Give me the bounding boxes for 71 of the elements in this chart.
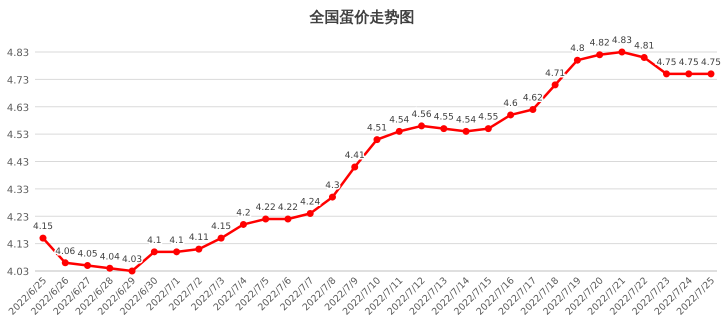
point [396,128,403,135]
data-label: 4.51 [366,124,388,134]
point [128,268,136,274]
point [685,70,692,78]
data-label: 4.04 [100,252,120,262]
data-label: 4.11 [188,233,209,244]
point [662,70,670,78]
point [306,210,314,218]
point [284,215,292,222]
data-label: 4.15 [211,222,232,232]
data-label: 4.05 [78,250,98,260]
point [351,163,358,170]
data-label: 4.22 [256,202,276,213]
y-tick-label: 4.53 [6,130,30,142]
data-label: 4.83 [612,36,632,46]
data-label: 4.55 [478,112,498,123]
data-label: 4.71 [545,68,566,79]
data-label: 4.62 [522,93,543,104]
data-label: 4.6 [503,98,518,109]
y-tick-label: 4.33 [6,184,30,196]
data-label: 4.22 [278,202,298,213]
data-label: 4.1 [169,236,184,246]
y-tick-label: 4.63 [6,102,30,114]
data-label: 4.3 [325,181,340,192]
point [418,122,426,130]
y-tick-label: 4.13 [6,240,30,251]
point [640,54,648,61]
data-label: 4.55 [434,112,454,123]
point [462,128,470,135]
data-label: 4.75 [678,58,699,68]
point [106,264,114,272]
data-label: 4.54 [456,115,476,126]
point [374,136,380,144]
data-label: 4.56 [412,110,432,120]
y-tick-label: 4.43 [6,158,30,168]
point [552,81,559,88]
data-label: 4.8 [570,44,585,54]
point [173,248,180,256]
y-tick-label: 4.23 [6,212,30,224]
data-label: 4.03 [122,255,142,265]
point [596,51,604,58]
data-label: 4.75 [700,58,722,68]
point [218,234,225,242]
data-label: 4.2 [236,208,251,218]
point [574,56,581,64]
point [440,125,448,132]
data-label: 4.06 [55,246,76,257]
data-label: 4.75 [656,58,676,68]
y-tick-label: 4.83 [6,48,30,59]
data-label: 4.15 [32,222,54,232]
point [328,194,336,201]
point [150,248,158,256]
point [84,262,92,270]
y-tick-label: 4.73 [6,75,30,86]
point [529,106,536,113]
point [240,220,247,228]
data-label: 4.24 [300,198,320,208]
y-tick-label: 4.03 [6,267,30,278]
chart-title: 全国蛋价走势图 [308,8,414,26]
point [62,259,69,266]
data-label: 4.1 [147,236,162,246]
data-label: 4.81 [634,41,654,52]
point [484,125,492,132]
point [618,48,626,56]
data-label: 4.54 [389,115,410,126]
point [195,246,202,253]
point [262,215,270,222]
data-label: 4.82 [590,38,610,49]
point [708,70,714,78]
point [40,234,46,242]
point [507,111,514,118]
